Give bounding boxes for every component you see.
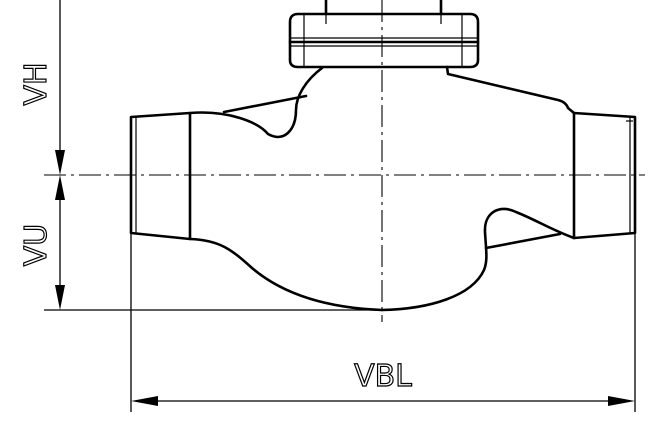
vbl-dimension — [131, 396, 635, 406]
vh-label: VH — [19, 62, 54, 105]
upper-right-contour — [445, 65, 576, 115]
vbl-label: VBL — [354, 359, 412, 394]
center-lines — [44, 0, 645, 322]
lower-right-contour — [380, 207, 576, 312]
valve-body — [129, 0, 637, 312]
vu-label: VU — [19, 224, 54, 266]
lower-left-contour — [188, 237, 384, 312]
extension-lines — [44, 233, 636, 412]
upper-left-contour — [188, 66, 324, 139]
vh-dimension — [55, 0, 65, 175]
vu-dimension — [55, 175, 65, 310]
left-end-connection — [129, 111, 192, 241]
bonnet-flange — [288, 0, 480, 69]
